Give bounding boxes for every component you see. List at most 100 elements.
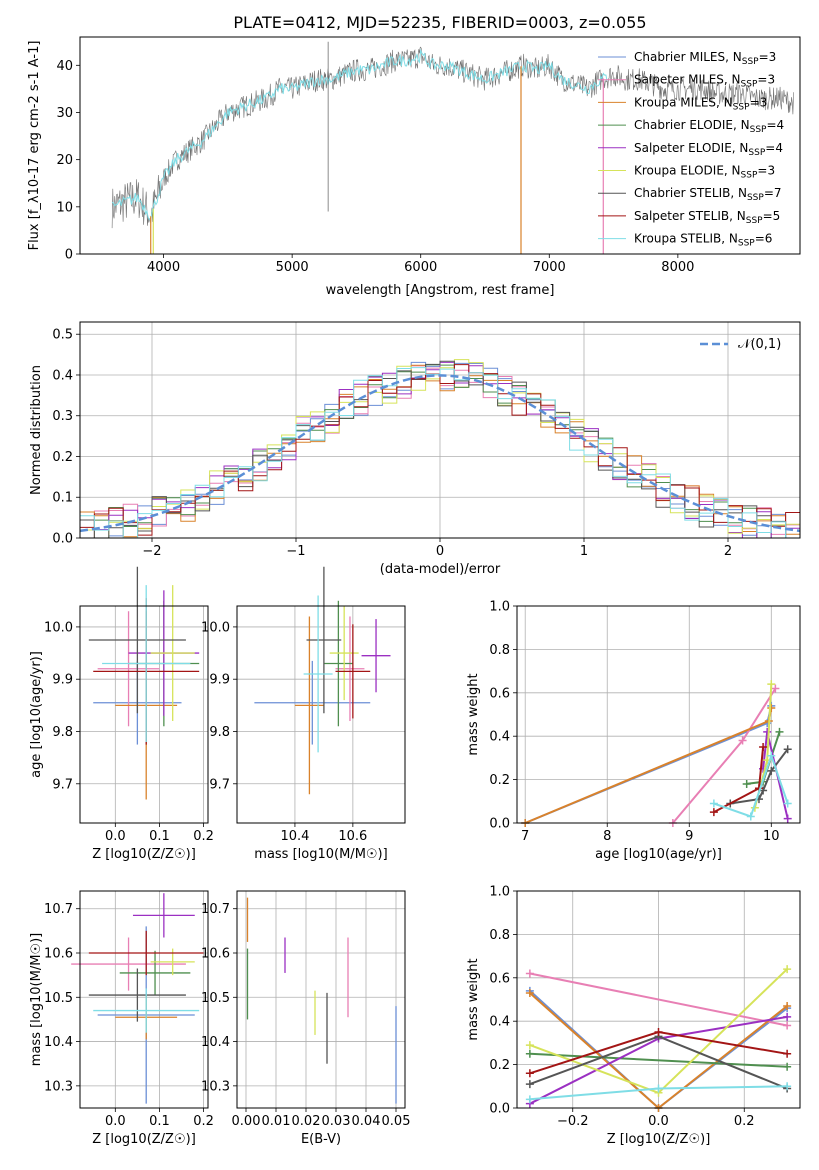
axes-frame — [236, 890, 406, 1109]
x-tick-label: 10.6 — [338, 829, 367, 844]
y-tick-label: 10.7 — [201, 902, 230, 917]
x-tick-label: 1 — [580, 544, 588, 559]
x-axis-label: Z [log10(Z/Z☉)] — [607, 1132, 711, 1147]
y-tick-label: 10.6 — [44, 947, 73, 962]
y-tick-label: 0.2 — [489, 773, 510, 788]
y-tick-label: 0.6 — [489, 686, 510, 701]
weight-marker — [775, 727, 784, 736]
weight-marker — [525, 1095, 534, 1104]
y-tick-label: 0.5 — [52, 328, 73, 343]
y-tick-label: 10.3 — [44, 1079, 73, 1094]
y-tick-label: 10.6 — [201, 947, 230, 962]
weight-marker — [525, 1041, 534, 1050]
weight-marker — [783, 1012, 792, 1021]
legend-entry: Chabrier STELIB, NSSP=7 — [634, 186, 782, 203]
weight-marker — [763, 727, 772, 736]
x-tick-label: 0 — [436, 544, 444, 559]
y-tick-label: 0.4 — [489, 1015, 510, 1030]
weight-line-2 — [524, 707, 773, 824]
x-tick-label: 0.2 — [734, 1114, 755, 1129]
x-tick-label: 2 — [724, 544, 732, 559]
weight-line-3 — [529, 1052, 788, 1068]
y-tick-label: 9.9 — [209, 673, 230, 688]
weight-marker — [783, 1002, 792, 1011]
y-axis-label: Flux [f_λ10-17 erg cm-2 s-1 A-1] — [27, 41, 42, 251]
y-tick-label: 10.3 — [201, 1079, 230, 1094]
x-tick-label: −2 — [142, 544, 161, 559]
x-tick-label: 5000 — [276, 260, 309, 275]
weight-marker — [783, 965, 792, 974]
legend-entry: Kroupa ELODIE, NSSP=3 — [634, 164, 775, 181]
x-tick-label: 0.0 — [105, 1114, 126, 1129]
x-tick-label: 0.02 — [292, 1114, 321, 1129]
x-tick-label: 8000 — [661, 260, 694, 275]
x-tick-label: 10 — [763, 829, 780, 844]
weight-marker — [783, 799, 792, 808]
legend-entry: Kroupa STELIB, NSSP=6 — [634, 232, 772, 249]
y-axis-label: mass [log10(M/M☉)] — [29, 933, 44, 1066]
x-axis-label: wavelength [Angstrom, rest frame] — [326, 283, 555, 298]
axes-frame — [236, 605, 406, 824]
weight-marker — [783, 1021, 792, 1030]
y-tick-label: 10.4 — [201, 1035, 230, 1050]
y-tick-label: 0.3 — [52, 409, 73, 424]
y-tick-label: 9.7 — [209, 777, 230, 792]
x-tick-label: 0.0 — [648, 1114, 669, 1129]
y-tick-label: 10.0 — [201, 620, 230, 635]
y-tick-label: 10 — [56, 200, 73, 215]
weight-marker — [709, 799, 718, 808]
weight-marker — [654, 1028, 663, 1037]
axes-frame — [516, 605, 801, 824]
y-tick-label: 9.7 — [52, 777, 73, 792]
weight-marker — [525, 988, 534, 997]
weight-marker — [767, 703, 776, 712]
weight-marker — [783, 1082, 792, 1091]
x-tick-label: 0.01 — [262, 1114, 291, 1129]
weight-marker — [783, 1049, 792, 1058]
x-tick-label: 0.2 — [193, 829, 214, 844]
y-tick-label: 20 — [56, 153, 73, 168]
x-axis-label: Z [log10(Z/Z☉)] — [92, 847, 196, 862]
x-axis-label: E(B-V) — [301, 1132, 341, 1147]
mass-vs-ebv-panel: 0.00 0.01 0.02 0.03 0.04 0.05 10.3 10.4 10.5 10.6… — [201, 890, 410, 1147]
weight-line-1 — [529, 972, 788, 1027]
weight-marker — [783, 814, 792, 823]
y-tick-label: 0.4 — [52, 368, 73, 383]
x-tick-label: 0.00 — [232, 1114, 261, 1129]
y-tick-label: 0.0 — [489, 1102, 510, 1117]
legend-entry: Salpeter STELIB, NSSP=5 — [634, 209, 780, 226]
y-tick-label: 30 — [56, 106, 73, 121]
axes-frame — [516, 890, 801, 1109]
mass-vs-z-panel: 0.0 0.1 0.2 10.3 10.4 10.5 10.6 10.7 Z [log10(Z/… — [29, 890, 214, 1147]
z-weights-panel: −0.2 0.0 0.2 0.0 0.2 0.4 0.6 0.8 1.0 Z [log10(Z/Z… — [466, 885, 801, 1147]
axes-frame — [79, 890, 209, 1109]
axes-frame — [79, 321, 801, 539]
weight-marker — [654, 1084, 663, 1093]
figure-title: PLATE=0412, MJD=52235, FIBERID=0003, z=0… — [233, 13, 646, 32]
legend-entry: Kroupa MILES, NSSP=3 — [634, 95, 767, 112]
legend-entry: 𝒩(0,1) — [738, 337, 781, 352]
y-tick-label: 0.6 — [489, 971, 510, 986]
weight-marker — [746, 812, 755, 821]
y-tick-label: 0.0 — [489, 817, 510, 832]
x-axis-label: age [log10(age/yr)] — [595, 847, 722, 862]
weight-line-0 — [524, 705, 773, 824]
y-tick-label: 10.5 — [44, 991, 73, 1006]
weight-marker — [709, 808, 718, 817]
weight-marker — [771, 684, 780, 693]
y-tick-label: 40 — [56, 59, 73, 74]
weight-marker — [742, 779, 751, 788]
x-tick-label: 0.04 — [352, 1114, 381, 1129]
y-tick-label: 0.2 — [489, 1058, 510, 1073]
y-tick-label: 10.7 — [44, 902, 73, 917]
age-weights-panel: 7 8 9 10 0.0 0.2 0.4 0.6 0.8 1.0 age [log10(age/yr… — [466, 600, 801, 862]
spectrum-data-line — [111, 46, 794, 229]
x-axis-label: (data-model)/error — [380, 562, 501, 577]
weight-marker — [525, 1069, 534, 1078]
age-vs-z-panel: 0.0 0.1 0.2 9.7 9.8 9.9 10.0 Z [log10(Z/Z☉)] age… — [29, 566, 214, 862]
weight-marker — [738, 736, 747, 745]
y-tick-label: 0.8 — [489, 643, 510, 658]
weight-marker — [525, 1080, 534, 1089]
y-tick-label: 10.5 — [201, 991, 230, 1006]
